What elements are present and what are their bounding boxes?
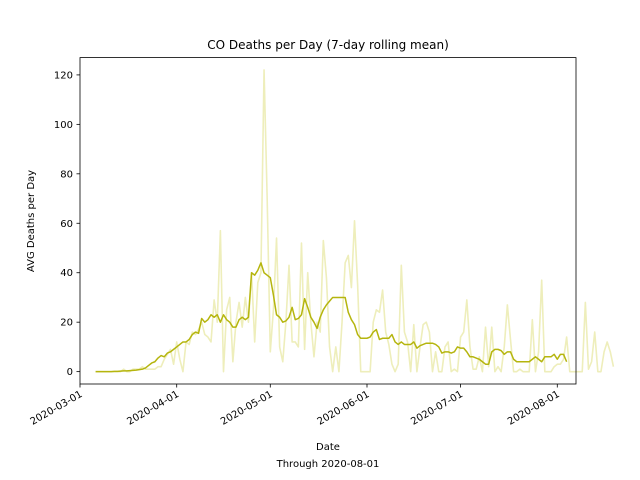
y-tick-label: 60: [60, 219, 73, 230]
plot-frame: [79, 57, 577, 385]
y-tick-label: 120: [54, 70, 73, 81]
series-group: [95, 69, 615, 373]
y-tick-label: 100: [54, 120, 73, 131]
y-tick-label: 40: [60, 268, 73, 279]
plot-area: [80, 57, 576, 384]
y-tick-label: 20: [60, 318, 73, 329]
chart-title: CO Deaths per Day (7-day rolling mean): [207, 38, 449, 52]
series-line-daily: [95, 69, 615, 373]
series-line-rolling-mean: [95, 262, 568, 373]
y-tick-label: 80: [60, 169, 73, 180]
x-axis-label: Date: [316, 442, 340, 453]
y-axis-label: AVG Deaths per Day: [26, 170, 37, 272]
y-axis: 0 20 40 60 80 100 120: [54, 70, 80, 378]
y-tick-label: 0: [67, 367, 73, 378]
x-axis-sublabel: Through 2020-08-01: [276, 459, 380, 470]
